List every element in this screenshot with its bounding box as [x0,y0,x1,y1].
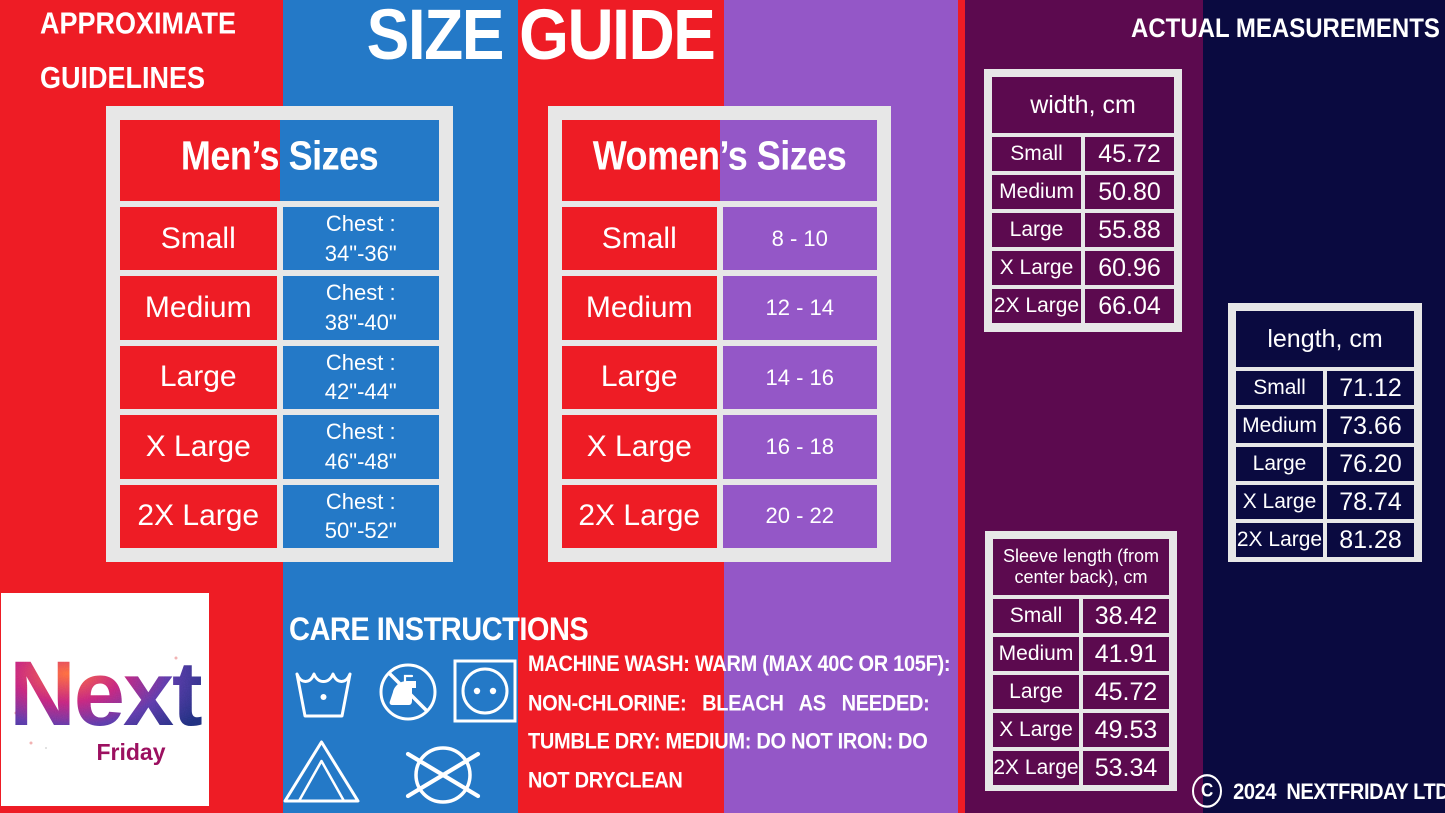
svg-text:Next: Next [9,643,202,745]
svg-text:Friday: Friday [96,739,165,765]
